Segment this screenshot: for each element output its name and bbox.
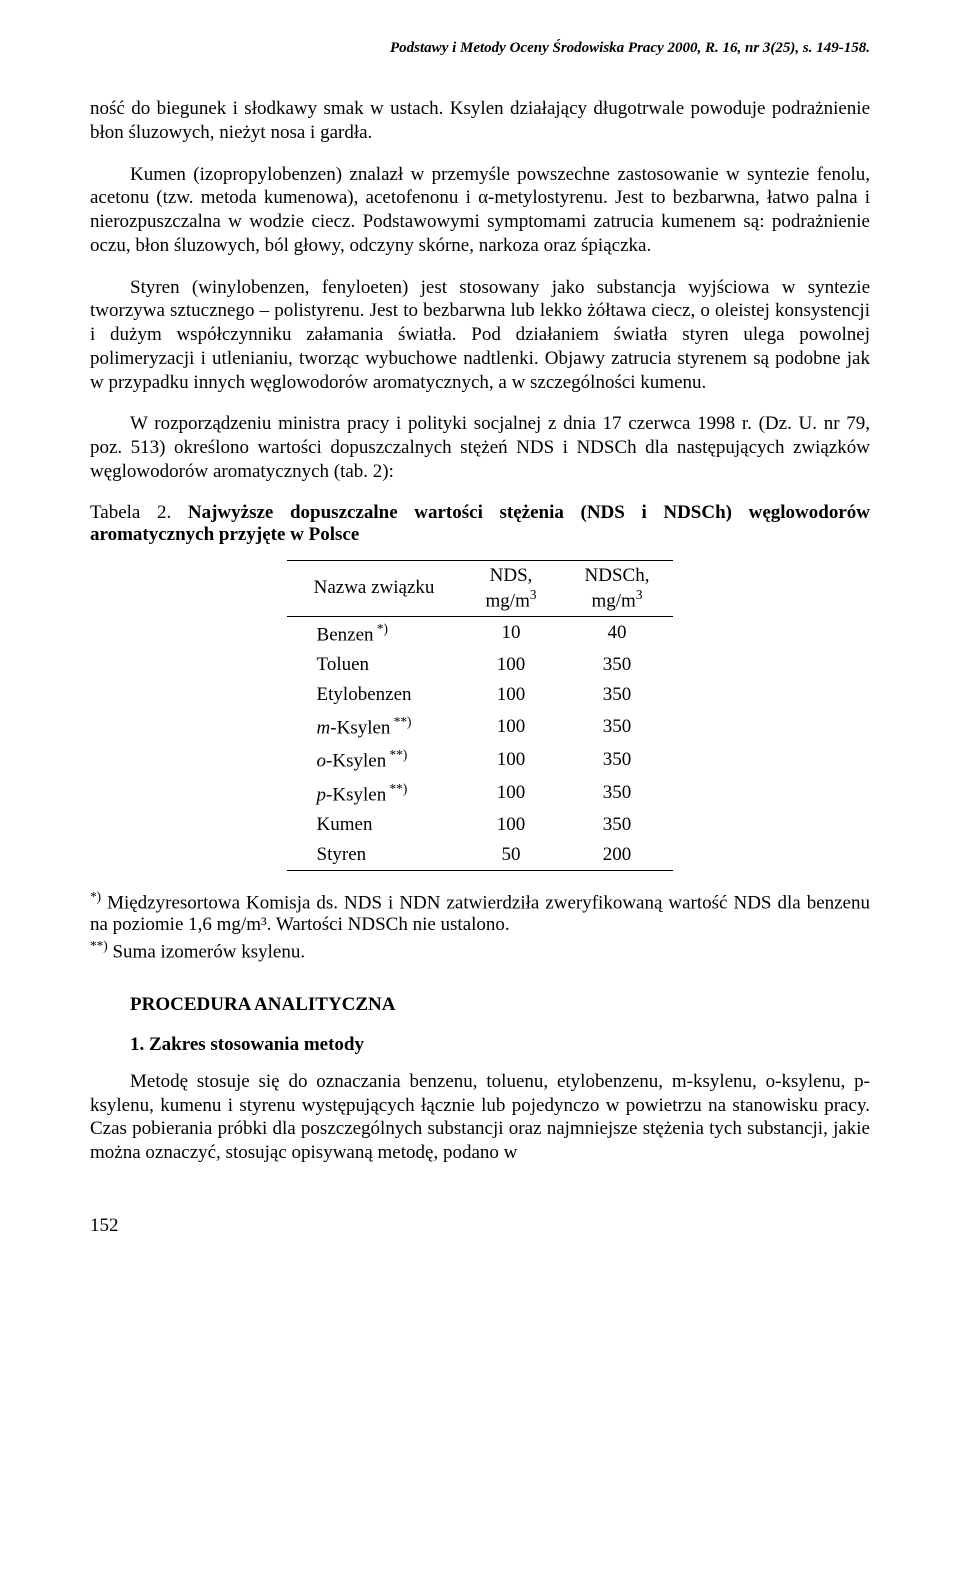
footnote-2-mark: **)	[90, 938, 108, 953]
table-row: Kumen 100 350	[287, 810, 674, 840]
cell-ndsch: 350	[561, 650, 674, 680]
footnotes: *) Międzyresortowa Komisja ds. NDS i NDN…	[90, 889, 870, 964]
cell-ndsch: 350	[561, 710, 674, 743]
col-nds: NDS,mg/m3	[462, 560, 561, 616]
section-heading: PROCEDURA ANALITYCZNA	[130, 994, 870, 1016]
cell-name: Kumen	[287, 810, 462, 840]
cell-ndsch: 350	[561, 777, 674, 810]
cell-nds: 100	[462, 680, 561, 710]
table-row: Etylobenzen 100 350	[287, 680, 674, 710]
cell-name: Etylobenzen	[287, 680, 462, 710]
nds-table: Nazwa związku NDS,mg/m3 NDSCh,mg/m3 Benz…	[287, 560, 674, 872]
cell-name: Benzen *)	[287, 616, 462, 650]
table-header-row: Nazwa związku NDS,mg/m3 NDSCh,mg/m3	[287, 560, 674, 616]
col-ndsch: NDSCh,mg/m3	[561, 560, 674, 616]
table-row: m-Ksylen **) 100 350	[287, 710, 674, 743]
table-row: o-Ksylen **) 100 350	[287, 743, 674, 776]
cell-nds: 100	[462, 743, 561, 776]
footnote-1-mark: *)	[90, 889, 101, 904]
cell-nds: 100	[462, 710, 561, 743]
subsection-heading: 1. Zakres stosowania metody	[130, 1034, 870, 1056]
cell-nds: 100	[462, 777, 561, 810]
cell-ndsch: 200	[561, 840, 674, 871]
paragraph-continuation: ność do biegunek i słodkawy smak w ustac…	[90, 97, 870, 145]
table-row: Benzen *) 10 40	[287, 616, 674, 650]
footnote-2: **) Suma izomerów ksylenu.	[90, 938, 870, 963]
paragraph-method-scope: Metodę stosuje się do oznaczania benzenu…	[90, 1070, 870, 1165]
cell-name: Toluen	[287, 650, 462, 680]
cell-name: o-Ksylen **)	[287, 743, 462, 776]
running-header: Podstawy i Metody Oceny Środowiska Pracy…	[90, 40, 870, 57]
cell-nds: 50	[462, 840, 561, 871]
cell-ndsch: 350	[561, 743, 674, 776]
table-row: Styren 50 200	[287, 840, 674, 871]
cell-nds: 100	[462, 810, 561, 840]
page-number: 152	[90, 1215, 870, 1237]
table-row: p-Ksylen **) 100 350	[287, 777, 674, 810]
page: Podstawy i Metody Oceny Środowiska Pracy…	[0, 0, 960, 1277]
footnote-1-text: Międzyresortowa Komisja ds. NDS i NDN za…	[90, 892, 870, 935]
cell-nds: 10	[462, 616, 561, 650]
cell-name: p-Ksylen **)	[287, 777, 462, 810]
table-caption-title: Najwyższe dopuszczalne wartości stężenia…	[90, 502, 870, 545]
cell-ndsch: 40	[561, 616, 674, 650]
table-caption: Tabela 2. Najwyższe dopuszczalne wartośc…	[90, 502, 870, 546]
cell-ndsch: 350	[561, 810, 674, 840]
table-row: Toluen 100 350	[287, 650, 674, 680]
cell-name: m-Ksylen **)	[287, 710, 462, 743]
paragraph-regulation: W rozporządzeniu ministra pracy i polity…	[90, 412, 870, 483]
paragraph-styren: Styren (winylobenzen, fenyloeten) jest s…	[90, 276, 870, 395]
footnote-1: *) Międzyresortowa Komisja ds. NDS i NDN…	[90, 889, 870, 936]
col-name: Nazwa związku	[287, 560, 462, 616]
footnote-2-text: Suma izomerów ksylenu.	[108, 942, 305, 963]
cell-ndsch: 350	[561, 680, 674, 710]
cell-name: Styren	[287, 840, 462, 871]
cell-nds: 100	[462, 650, 561, 680]
paragraph-kumen: Kumen (izopropylobenzen) znalazł w przem…	[90, 163, 870, 258]
table-caption-lead: Tabela 2.	[90, 502, 171, 523]
